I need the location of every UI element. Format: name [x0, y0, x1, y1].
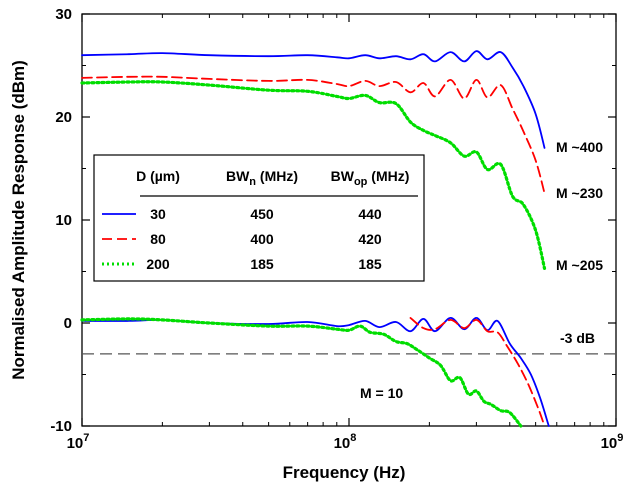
axes: 107 108 109 -10 0 10 20 30	[50, 6, 623, 452]
legend-cell-d: 80	[150, 231, 166, 247]
annotation-m230: M ~230	[556, 185, 603, 201]
series-line-high-gain-2	[80, 80, 547, 270]
series-line-high-gain-0	[81, 50, 546, 149]
legend-header-d: D (µm)	[136, 168, 180, 184]
legend-header-bwn: BWn (MHz)	[226, 168, 298, 188]
legend-cell-d: 30	[150, 206, 166, 222]
legend-cell-bwn: 185	[250, 256, 274, 272]
series-line-m10-4	[409, 317, 546, 427]
legend-cell-bwn: 450	[250, 206, 274, 222]
legend: D (µm) BWn (MHz) BWop (MHz) 30 450 440 80 400 42…	[93, 154, 425, 282]
legend-cell-bwop: 420	[358, 231, 382, 247]
y-tick-label: 20	[55, 109, 72, 126]
y-axis-label: Normalised Amplitude Response (dBm)	[9, 60, 28, 380]
y-tick-label: 30	[55, 6, 72, 23]
series-line-m10-5	[80, 317, 523, 428]
legend-box	[93, 154, 425, 282]
series-line-m10-3	[81, 317, 550, 427]
legend-cell-bwop: 440	[358, 206, 382, 222]
y-tick-label: 10	[55, 212, 72, 229]
annotation-minus3db: -3 dB	[560, 330, 595, 346]
x-tick-label: 107	[67, 432, 90, 452]
x-axis-label: Frequency (Hz)	[283, 463, 406, 482]
legend-cell-d: 200	[146, 256, 170, 272]
series-layer	[80, 50, 550, 428]
legend-cell-bwop: 185	[358, 256, 382, 272]
legend-cell-bwn: 400	[250, 231, 274, 247]
y-tick-label: 0	[64, 315, 72, 332]
annotation-m205: M ~205	[556, 257, 603, 273]
annotation-m400: M ~400	[556, 139, 603, 155]
annotation-m10: M = 10	[360, 385, 403, 401]
y-tick-label: -10	[50, 418, 72, 435]
series-line-high-gain-1	[81, 75, 546, 195]
x-tick-label: 109	[601, 432, 624, 452]
x-tick-label: 108	[334, 432, 357, 452]
legend-header-bwop: BWop (MHz)	[331, 168, 410, 188]
